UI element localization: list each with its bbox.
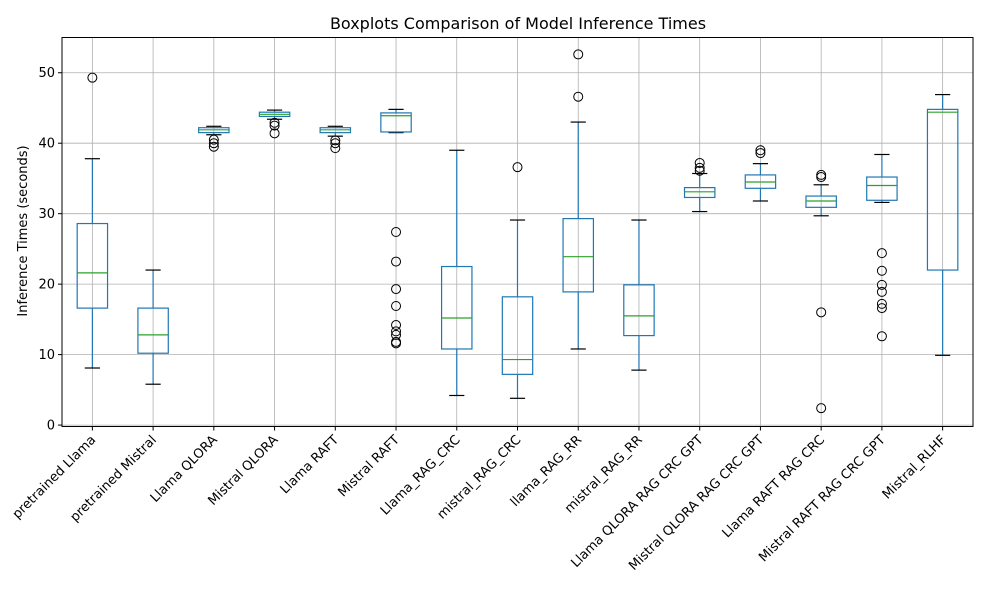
- outlier-point: [876, 298, 887, 309]
- y-tick-label: 30: [38, 207, 55, 222]
- box-group: [623, 219, 655, 371]
- box-group: [258, 109, 291, 139]
- x-tick-label: Llama RAFT: [278, 433, 343, 498]
- box-layer: [76, 49, 959, 414]
- outlier-point: [391, 256, 402, 267]
- outlier-point: [816, 403, 827, 414]
- x-tick-label: Llama QLORA RAG CRC GPT: [568, 433, 706, 571]
- outlier-point: [816, 307, 827, 318]
- outlier-point: [694, 157, 705, 168]
- box-group: [198, 125, 230, 152]
- iqr-box: [805, 195, 837, 208]
- box-group: [76, 72, 109, 369]
- box-group: [866, 153, 898, 342]
- outlier-point: [694, 162, 705, 173]
- outlier-point: [208, 134, 219, 145]
- outlier-point: [755, 148, 766, 159]
- outlier-point: [876, 331, 887, 342]
- outlier-point: [755, 145, 766, 156]
- y-tick-label: 10: [38, 348, 55, 363]
- outlier-point: [391, 326, 402, 337]
- iqr-box: [926, 108, 959, 271]
- outlier-point: [391, 329, 402, 340]
- outlier-point: [573, 49, 584, 60]
- box-group: [683, 157, 716, 213]
- outlier-point: [269, 128, 280, 139]
- outlier-point: [391, 227, 402, 237]
- outlier-point: [208, 138, 219, 149]
- iqr-box: [501, 296, 534, 375]
- box-group: [926, 93, 959, 356]
- outlier-point: [208, 141, 219, 152]
- outlier-point: [391, 338, 402, 349]
- outlier-point: [876, 279, 887, 290]
- outlier-point: [512, 162, 523, 173]
- iqr-box: [137, 307, 169, 354]
- y-tick-label: 50: [38, 66, 55, 81]
- box-group: [319, 125, 352, 154]
- box-group: [380, 108, 412, 349]
- outlier-point: [876, 248, 887, 259]
- outlier-point: [876, 303, 887, 314]
- iqr-box: [440, 265, 473, 350]
- outlier-point: [391, 320, 402, 331]
- outlier-point: [269, 117, 280, 128]
- outlier-point: [876, 265, 887, 276]
- y-axis-ticks: 0 10 20 30 40 50: [38, 66, 62, 434]
- outlier-point: [391, 300, 402, 311]
- iqr-box: [380, 112, 412, 133]
- y-tick-label: 20: [38, 278, 55, 293]
- outlier-point: [330, 138, 341, 149]
- outlier-point: [573, 91, 584, 102]
- y-tick-label: 40: [38, 137, 55, 152]
- y-tick-label: 0: [47, 419, 55, 434]
- box-group: [744, 145, 777, 202]
- outlier-point: [816, 172, 827, 183]
- iqr-box: [562, 218, 595, 293]
- x-tick-label: Mistral_RLHF: [880, 433, 950, 503]
- outlier-point: [330, 135, 341, 146]
- box-group: [805, 169, 837, 414]
- box-group: [562, 49, 595, 350]
- chart-title: Boxplots Comparison of Model Inference T…: [330, 14, 706, 33]
- outlier-point: [269, 120, 280, 131]
- iqr-box: [76, 222, 109, 309]
- iqr-box: [683, 187, 716, 199]
- iqr-box: [866, 176, 898, 201]
- x-tick-label: Mistral RAFT: [335, 433, 402, 500]
- outlier-point: [330, 143, 341, 154]
- x-tick-label: Mistral RAFT RAG CRC GPT: [756, 433, 889, 566]
- box-group: [440, 149, 473, 397]
- box-group: [501, 162, 534, 399]
- outlier-point: [876, 286, 887, 297]
- outlier-point: [87, 72, 98, 83]
- outlier-point: [391, 284, 402, 295]
- outlier-point: [694, 165, 705, 176]
- box-group: [137, 269, 169, 385]
- iqr-box: [623, 284, 655, 337]
- y-axis-label: Inference Times (seconds): [16, 145, 31, 316]
- x-tick-label: Llama RAFT RAG CRC: [720, 433, 828, 541]
